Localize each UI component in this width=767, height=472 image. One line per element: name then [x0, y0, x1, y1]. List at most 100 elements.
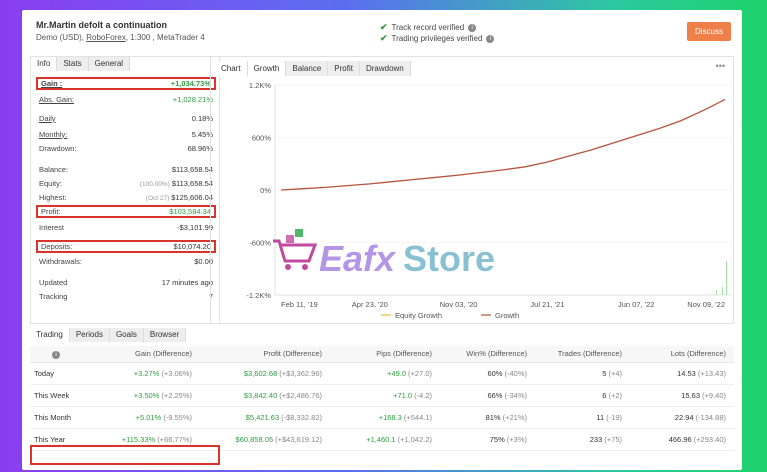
- period-cell: This Month: [30, 406, 90, 429]
- lots-cell-diff: (-134.88): [695, 412, 726, 422]
- pips-cell-diff: (-4.2): [414, 390, 432, 400]
- profit-value: $103,584.34: [169, 207, 211, 216]
- check-icon: ✔: [380, 22, 388, 32]
- tab-general[interactable]: General: [88, 57, 131, 71]
- profit-cell: $3,602.68 (+$3,362.96): [200, 362, 330, 385]
- tab-growth[interactable]: Growth: [247, 61, 287, 76]
- balance-label: Balance:: [39, 164, 69, 174]
- info-tabs: Info Stats General: [31, 57, 219, 71]
- account-subtitle: Demo (USD), RoboForex, 1:300 , MetaTrade…: [36, 33, 205, 42]
- profit-cell: $60,858.05 (+$43,619.12): [200, 428, 330, 451]
- deposits-value: $10,074.20: [173, 242, 211, 251]
- tab-stats[interactable]: Stats: [57, 57, 89, 71]
- profit-cell-value: $3,842.40: [243, 390, 278, 400]
- tab-goals[interactable]: Goals: [109, 328, 144, 342]
- tab-periods[interactable]: Periods: [69, 328, 110, 342]
- tab-balance[interactable]: Balance: [286, 61, 329, 76]
- more-options-icon[interactable]: •••: [715, 61, 725, 71]
- legend-equity-growth[interactable]: Equity Growth: [395, 311, 442, 320]
- pips-cell-value: +49.0: [387, 368, 407, 378]
- periods-tabs: Trading Periods Goals Browser: [30, 328, 734, 342]
- period-cell: Today: [30, 362, 90, 385]
- profit-cell-diff: (+$43,619.12): [275, 434, 322, 444]
- deposits-label: Deposits:: [41, 242, 73, 251]
- track-record-status: ✔ Track record verified i: [380, 22, 477, 33]
- chart-legend: Equity Growth Growth: [381, 311, 519, 320]
- table-row: This Month +5.01% (-9.55%) $5,421.63 (-$8,33…: [30, 406, 734, 429]
- tab-drawdown[interactable]: Drawdown: [359, 61, 411, 76]
- win-cell-value: 81%: [485, 412, 501, 422]
- tab-info[interactable]: Info: [31, 57, 58, 71]
- lots-cell-value: 15.63: [681, 390, 701, 400]
- drawdown-row: Drawdown: 68.96%: [36, 142, 216, 154]
- growth-series-line: [280, 98, 726, 191]
- tab-profit[interactable]: Profit: [328, 61, 360, 76]
- lots-cell-value: 466.96: [668, 434, 692, 444]
- tab-browser[interactable]: Browser: [143, 328, 187, 342]
- trades-cell-value: 233: [589, 434, 603, 444]
- daily-value: 0.18%: [191, 113, 213, 123]
- win-cell-diff: (-40%): [504, 368, 527, 378]
- equity-pct: (100.00%): [139, 180, 170, 188]
- lots-cell-diff: (+9.40): [702, 390, 726, 400]
- updated-row: Updated 17 minutes ago: [36, 276, 216, 288]
- legend-growth[interactable]: Growth: [495, 311, 519, 320]
- monthly-row: Monthly: 5.45%: [36, 128, 216, 140]
- win-cell: 66% (-34%): [440, 384, 535, 407]
- equity-label: Equity:: [39, 178, 62, 188]
- tab-trading[interactable]: Trading: [30, 328, 70, 342]
- trades-cell-value: 11: [596, 412, 605, 422]
- broker-link[interactable]: RoboForex: [86, 33, 126, 42]
- pips-cell-diff: (+1,042.2): [397, 434, 432, 444]
- lots-cell: 466.96 (+293.40): [630, 428, 734, 451]
- volume-bar: [716, 290, 717, 295]
- pips-cell-value: +168.3: [378, 412, 402, 422]
- gain-cell: +115.33% (+66.77%): [90, 428, 200, 451]
- x-tick-label: Apr 23, '20: [352, 300, 388, 309]
- profit-cell-value: $3,602.68: [243, 368, 278, 378]
- profit-cell-diff: (+$3,362.96): [279, 368, 322, 378]
- gain-cell-diff: (-9.55%): [163, 412, 192, 422]
- account-title: Mr.Martin defolt a continuation: [36, 20, 167, 30]
- info-icon[interactable]: i: [486, 34, 495, 43]
- info-icon[interactable]: i: [52, 350, 60, 359]
- gain-cell-diff: (+66.77%): [157, 434, 192, 444]
- trades-cell-diff: (+2): [608, 390, 622, 400]
- x-tick-label: Jul 21, '21: [530, 300, 564, 309]
- win-cell-value: 75%: [489, 434, 505, 444]
- profit-cell-diff: (+$2,486.76): [279, 390, 322, 400]
- info-panel: Info Stats General Gain : +1,034.73% Abs…: [30, 56, 220, 324]
- tracking-label: Tracking: [39, 291, 68, 301]
- discuss-button[interactable]: Discuss: [687, 22, 731, 41]
- gain-cell-diff: (+2.25%): [161, 390, 192, 400]
- trades-cell: 11 (-19): [535, 406, 630, 429]
- win-cell-value: 60%: [487, 368, 503, 378]
- pips-cell: +49.0 (+27.0): [330, 362, 440, 385]
- abs-gain-row: Abs. Gain: +1,028.21%: [36, 93, 216, 105]
- pips-cell: +71.0 (-4.2): [330, 384, 440, 407]
- trading-privileges-label: Trading privileges verified: [391, 34, 483, 43]
- gain-cell-value: +5.01%: [135, 412, 162, 422]
- trades-cell-value: 5: [602, 368, 607, 378]
- updated-value: 17 minutes ago: [161, 277, 213, 287]
- updated-label: Updated: [39, 277, 68, 287]
- highest-label: Highest:: [39, 192, 67, 202]
- win-cell-diff: (+21%): [502, 412, 527, 422]
- check-icon: ✔: [380, 33, 388, 43]
- col-win: Win% (Difference): [440, 346, 535, 363]
- lots-cell: 15.63 (+9.40): [630, 384, 734, 407]
- drawdown-value: 68.96%: [187, 143, 213, 153]
- pips-cell-value: +71.0: [393, 390, 413, 400]
- abs-gain-value: +1,028.21%: [172, 94, 213, 104]
- info-icon[interactable]: i: [468, 23, 477, 32]
- account-card: Mr.Martin defolt a continuation Demo (US…: [22, 10, 742, 470]
- profit-cell-value: $5,421.63: [245, 412, 280, 422]
- gain-cell: +3.27% (+3.06%): [90, 362, 200, 385]
- gain-cell: +5.01% (-9.55%): [90, 406, 200, 429]
- x-tick-label: Nov 03, '20: [440, 300, 478, 309]
- col-lots: Lots (Difference): [630, 346, 734, 363]
- withdrawals-row: Withdrawals: $0.00: [36, 255, 216, 267]
- win-cell-value: 66%: [487, 390, 503, 400]
- x-tick-label: Jun 07, '22: [618, 300, 654, 309]
- tab-chart[interactable]: Chart: [215, 61, 248, 76]
